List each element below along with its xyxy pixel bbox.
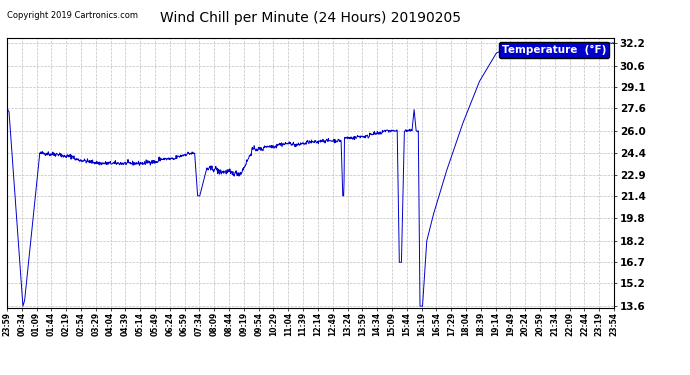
Text: Copyright 2019 Cartronics.com: Copyright 2019 Cartronics.com bbox=[7, 11, 138, 20]
Text: Wind Chill per Minute (24 Hours) 20190205: Wind Chill per Minute (24 Hours) 2019020… bbox=[160, 11, 461, 25]
Legend: Temperature  (°F): Temperature (°F) bbox=[499, 42, 609, 58]
